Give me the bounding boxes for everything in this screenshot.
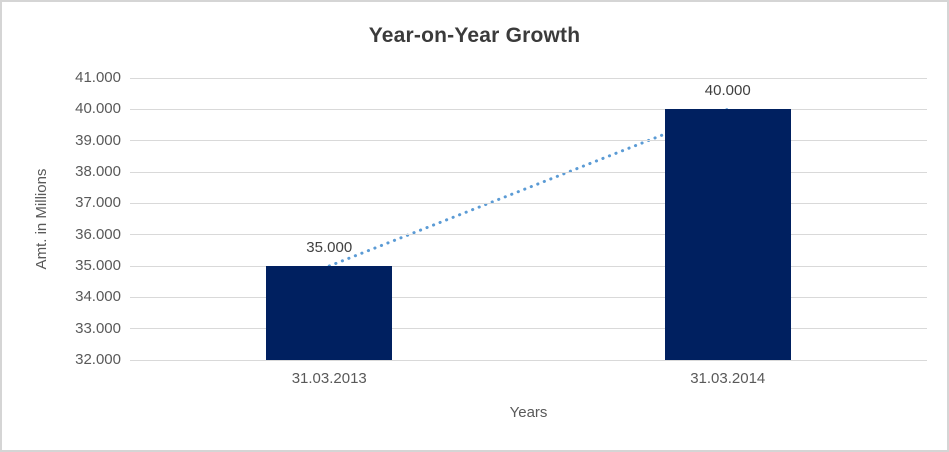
y-tick-label: 36.000	[75, 225, 121, 243]
y-tick-label: 33.000	[75, 319, 121, 337]
gridline	[130, 265, 927, 267]
gridline	[130, 171, 927, 173]
gridline	[130, 359, 927, 361]
gridline	[130, 140, 927, 142]
x-category-label: 31.03.2014	[690, 370, 766, 387]
trendline	[327, 107, 730, 268]
y-tick-label: 34.000	[75, 288, 121, 306]
y-tick-label: 38.000	[75, 163, 121, 180]
bar	[664, 109, 791, 360]
trendline-path	[327, 107, 730, 268]
y-tick-label: 37.000	[75, 194, 121, 212]
gridline	[130, 77, 927, 79]
y-tick-label: 32.000	[75, 351, 121, 368]
bar-value-label: 35.000	[306, 239, 353, 256]
chart-title: Year-on-Year Growth	[368, 24, 581, 47]
y-tick-label: 40.000	[75, 100, 121, 118]
gridline	[130, 234, 927, 236]
gridline	[130, 202, 927, 204]
gridline	[130, 108, 927, 110]
bar-value-label: 40.000	[704, 82, 751, 100]
bar	[266, 266, 393, 360]
gridline	[130, 328, 927, 330]
gridline	[130, 296, 927, 298]
y-tick-label: 41.000	[75, 69, 121, 86]
y-tick-label: 35.000	[75, 257, 121, 274]
x-axis-title: Years	[509, 404, 548, 421]
plot-area	[130, 77, 927, 361]
x-category-label: 31.03.2013	[291, 370, 367, 387]
y-tick-label: 39.000	[75, 131, 121, 149]
